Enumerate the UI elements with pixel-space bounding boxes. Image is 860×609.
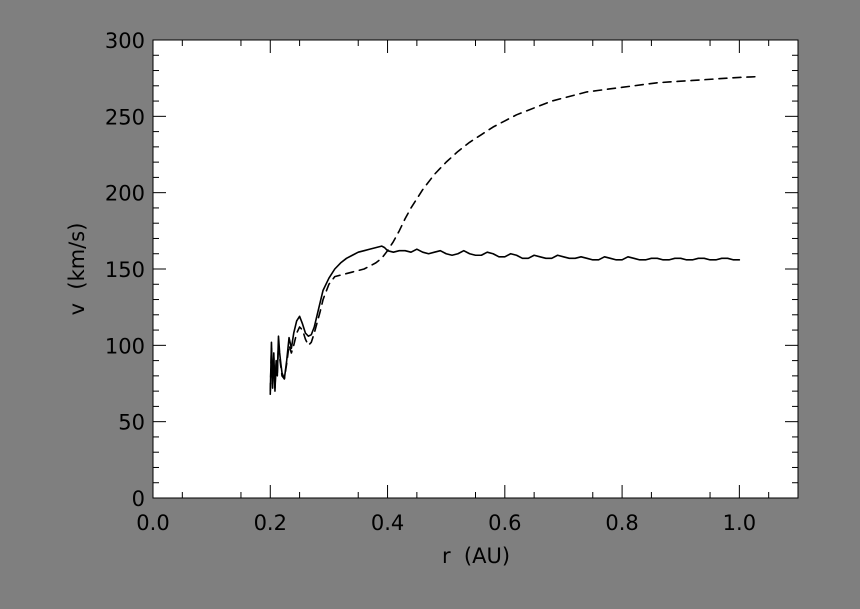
series-line-dashed (269, 75, 758, 392)
x-tick-label: 0.6 (488, 511, 521, 535)
y-tick-label: 150 (105, 258, 145, 282)
x-axis-label: r (AU) (442, 544, 510, 568)
x-tick-label: 0.4 (371, 511, 404, 535)
x-tick-label: 0.8 (605, 511, 638, 535)
plot-area (152, 39, 799, 499)
y-tick-label: 200 (105, 182, 145, 206)
x-tick-label: 0.0 (136, 511, 169, 535)
x-tick-label: 0.2 (254, 511, 287, 535)
y-tick-label: 250 (105, 105, 145, 129)
y-tick-label: 100 (105, 334, 145, 358)
axis-ticks (152, 39, 798, 499)
y-tick-label: 50 (118, 411, 145, 435)
y-tick-label: 300 (105, 29, 145, 53)
y-axis-label: v (km/s) (65, 223, 89, 316)
tick-labels: 0.0 0.2 0.4 0.6 0.8 1.0 0 50 100 150 200 250 300 (105, 29, 756, 535)
x-tick-label: 1.0 (723, 511, 756, 535)
series-layer (269, 75, 758, 395)
y-tick-label: 0 (132, 487, 145, 511)
series-line-solid (269, 245, 741, 395)
